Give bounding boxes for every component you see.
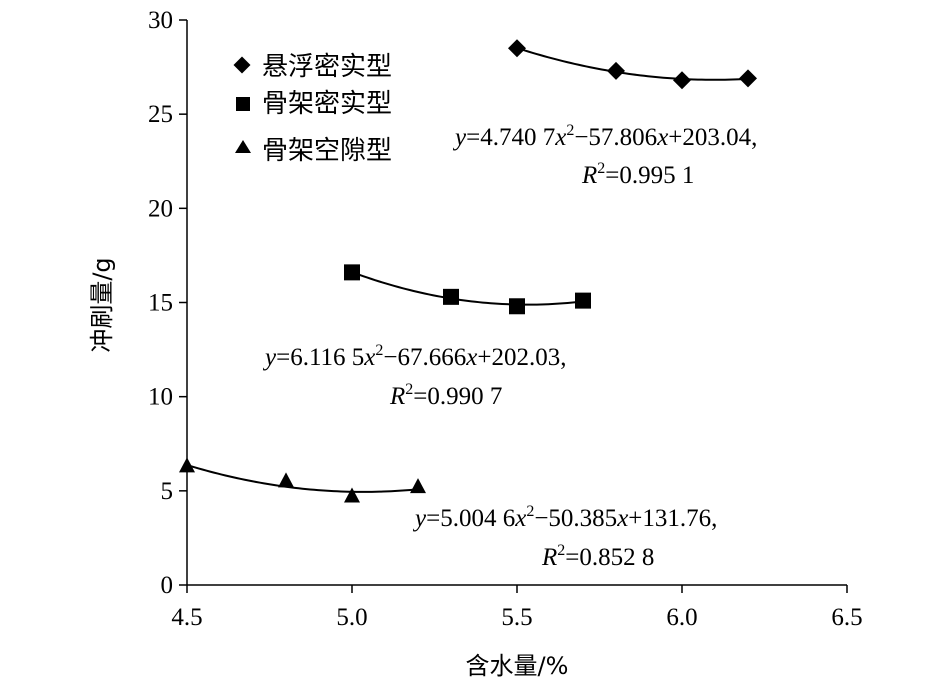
x-tick-label: 5.5: [501, 604, 532, 631]
x-ticks: 4.5 5.0 5.5 6.0 6.5: [171, 585, 863, 631]
data-point: [575, 292, 591, 309]
trend-line: [516, 47, 749, 81]
data-point: [739, 69, 757, 88]
y-tick-label: 0: [161, 572, 174, 599]
data-point: [673, 71, 691, 90]
trend-line: [351, 271, 584, 306]
y-tick-label: 5: [161, 478, 174, 505]
legend-marker-triangle: [235, 140, 251, 153]
data-point: [344, 264, 360, 281]
legend-marker-diamond: [233, 56, 251, 74]
svg-text:R2=0.995 1: R2=0.995 1: [581, 160, 694, 189]
data-point: [607, 61, 625, 80]
svg-text:R2=0.990 7: R2=0.990 7: [389, 381, 502, 410]
y-tick-label: 25: [148, 101, 173, 128]
legend-marker-square: [236, 97, 250, 111]
data-points: [179, 39, 757, 503]
data-point: [278, 472, 294, 488]
legend: 悬浮密实型 骨架密实型 骨架空隙型: [233, 52, 392, 166]
data-point: [443, 288, 459, 305]
x-tick-label: 5.0: [336, 604, 367, 631]
trend-line: [186, 464, 419, 493]
data-point: [509, 298, 525, 315]
data-point: [179, 457, 195, 473]
y-tick-label: 30: [148, 7, 173, 34]
svg-text:y=4.740 7x2−57.806x+203.04,: y=4.740 7x2−57.806x+203.04,: [452, 122, 757, 151]
equation-annotation: y=4.740 7x2−57.806x+203.04, R2=0.995 1: [452, 122, 757, 189]
y-axis-title: 冲刷量/g: [88, 257, 116, 352]
y-tick-label: 20: [148, 195, 173, 222]
legend-label: 骨架密实型: [262, 89, 392, 119]
equation-annotation: y=5.004 6x2−50.385x+131.76, R2=0.852 8: [412, 503, 717, 571]
svg-text:y=5.004 6x2−50.385x+131.76,: y=5.004 6x2−50.385x+131.76,: [412, 503, 717, 532]
data-point: [410, 478, 426, 494]
data-point: [344, 487, 360, 503]
x-tick-label: 6.0: [666, 604, 697, 631]
x-tick-label: 4.5: [171, 604, 202, 631]
svg-text:R2=0.852 8: R2=0.852 8: [541, 542, 654, 571]
legend-label: 骨架空隙型: [262, 136, 392, 166]
x-axis-title: 含水量/%: [466, 652, 569, 680]
data-point: [508, 39, 526, 58]
y-ticks: 0 5 10 15 20 25 30: [148, 7, 187, 599]
legend-label: 悬浮密实型: [262, 52, 392, 82]
trend-lines: [186, 47, 749, 493]
y-tick-label: 10: [148, 384, 173, 411]
x-tick-label: 6.5: [831, 604, 862, 631]
equation-annotation: y=6.116 5x2−67.666x+202.03, R2=0.990 7: [262, 342, 566, 410]
y-tick-label: 15: [148, 290, 173, 317]
svg-text:y=6.116 5x2−67.666x+202.03,: y=6.116 5x2−67.666x+202.03,: [262, 342, 566, 371]
